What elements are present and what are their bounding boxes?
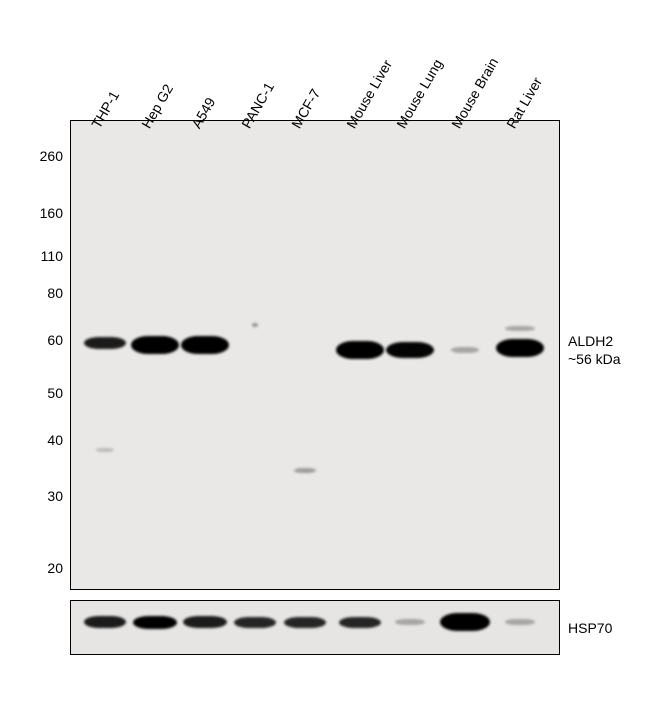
protein-band <box>84 337 126 349</box>
protein-band <box>284 617 326 628</box>
protein-band <box>505 619 535 625</box>
main-blot-panel <box>70 120 560 590</box>
target-protein-size-label: ~56 kDa <box>568 351 621 367</box>
molecular-weight-label: 30 <box>33 488 63 504</box>
molecular-weight-label: 20 <box>33 560 63 576</box>
protein-band <box>181 336 229 354</box>
protein-band <box>183 616 227 628</box>
molecular-weight-label: 50 <box>33 385 63 401</box>
protein-band <box>131 336 179 354</box>
protein-band <box>294 468 316 473</box>
protein-band <box>234 617 276 628</box>
protein-band <box>339 617 381 628</box>
molecular-weight-label: 80 <box>33 285 63 301</box>
target-protein-label: ALDH2 <box>568 333 613 349</box>
protein-band <box>440 613 490 631</box>
protein-band <box>386 342 434 358</box>
protein-band <box>496 339 544 357</box>
protein-band <box>395 619 425 625</box>
molecular-weight-label: 160 <box>33 205 63 221</box>
protein-band <box>252 323 258 327</box>
protein-band <box>84 616 126 628</box>
protein-band <box>133 616 177 629</box>
protein-band <box>505 326 535 331</box>
loading-control-label: HSP70 <box>568 620 612 636</box>
protein-band <box>336 341 384 359</box>
protein-band <box>451 347 479 353</box>
molecular-weight-label: 110 <box>33 248 63 264</box>
molecular-weight-label: 40 <box>33 432 63 448</box>
molecular-weight-label: 260 <box>33 148 63 164</box>
protein-band <box>96 448 114 452</box>
western-blot-figure: THP-1Hep G2A549PANC-1MCF-7Mouse LiverMou… <box>0 0 650 701</box>
molecular-weight-label: 60 <box>33 332 63 348</box>
